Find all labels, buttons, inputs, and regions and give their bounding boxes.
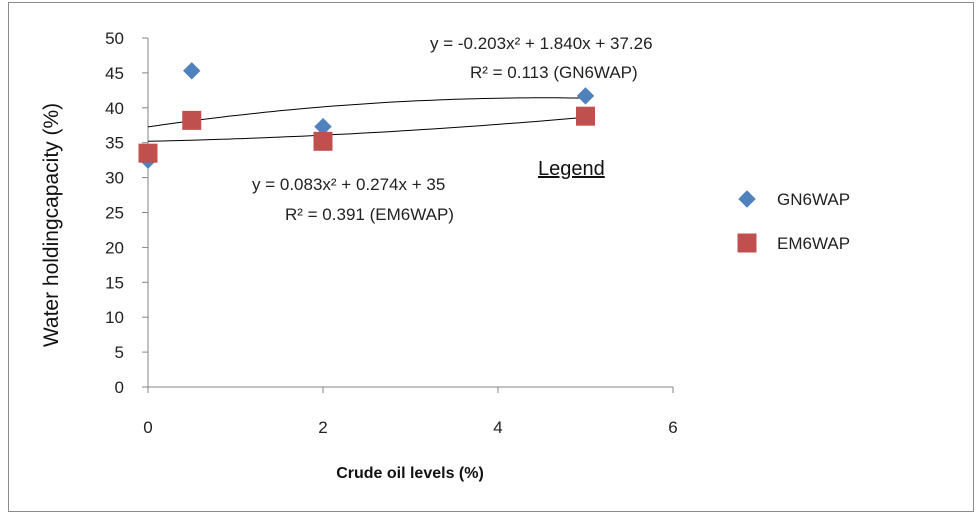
- trendline-gn6wap: [147, 97, 586, 128]
- data-points: [138, 62, 595, 169]
- legend-title-backdrop: [524, 150, 632, 190]
- legend-marker-em6wap: [737, 233, 757, 253]
- em6wap-point: [313, 131, 333, 151]
- y-tick-label: 45: [105, 64, 124, 83]
- trendlines: [147, 97, 586, 142]
- trendline-equation-gn6wap: y = -0.203x² + 1.840x + 37.26: [430, 34, 653, 53]
- gn6wap-point: [183, 62, 201, 80]
- trendline-r2-em6wap: R² = 0.391 (EM6WAP): [285, 205, 454, 224]
- legend-title: Legend: [538, 158, 605, 180]
- y-tick-label: 0: [115, 378, 124, 397]
- y-tick-label: 10: [105, 308, 124, 327]
- legend-label-gn6wap: GN6WAP: [777, 190, 850, 209]
- y-tick-label: 25: [105, 204, 124, 223]
- y-tick-label: 5: [115, 343, 124, 362]
- legend-label-em6wap: EM6WAP: [777, 234, 850, 253]
- legend: GN6WAP EM6WAP: [737, 190, 850, 253]
- x-tick-label: 0: [143, 418, 152, 437]
- x-tick-label: 2: [318, 418, 327, 437]
- y-tick-label: 20: [105, 238, 124, 257]
- y-tick-label: 35: [105, 134, 124, 153]
- gn6wap-point: [576, 87, 595, 105]
- y-tick-label: 50: [105, 29, 124, 48]
- trendline-r2-gn6wap: R² = 0.113 (GN6WAP): [470, 63, 638, 82]
- legend-marker-gn6wap: [738, 190, 756, 208]
- em6wap-point: [138, 143, 158, 163]
- x-tick-label: 6: [668, 418, 677, 437]
- y-tick-label: 30: [105, 169, 124, 188]
- em6wap-point: [182, 110, 202, 130]
- trendline-equation-em6wap: y = 0.083x² + 0.274x + 35: [252, 175, 445, 194]
- x-tick-label: 4: [493, 418, 502, 437]
- y-tick-label: 40: [105, 99, 124, 118]
- em6wap-point: [576, 106, 595, 126]
- y-tick-label: 15: [105, 273, 124, 292]
- trendline-em6wap: [147, 116, 586, 142]
- x-axis-label: Crude oil levels (%): [336, 465, 484, 482]
- axes: 0 5 10 15 20 25 30 35 40 45 50 0 2 4 6: [105, 29, 678, 437]
- y-axis-label: Water holdingcapacity (%): [40, 103, 63, 347]
- chart-frame: [8, 2, 974, 512]
